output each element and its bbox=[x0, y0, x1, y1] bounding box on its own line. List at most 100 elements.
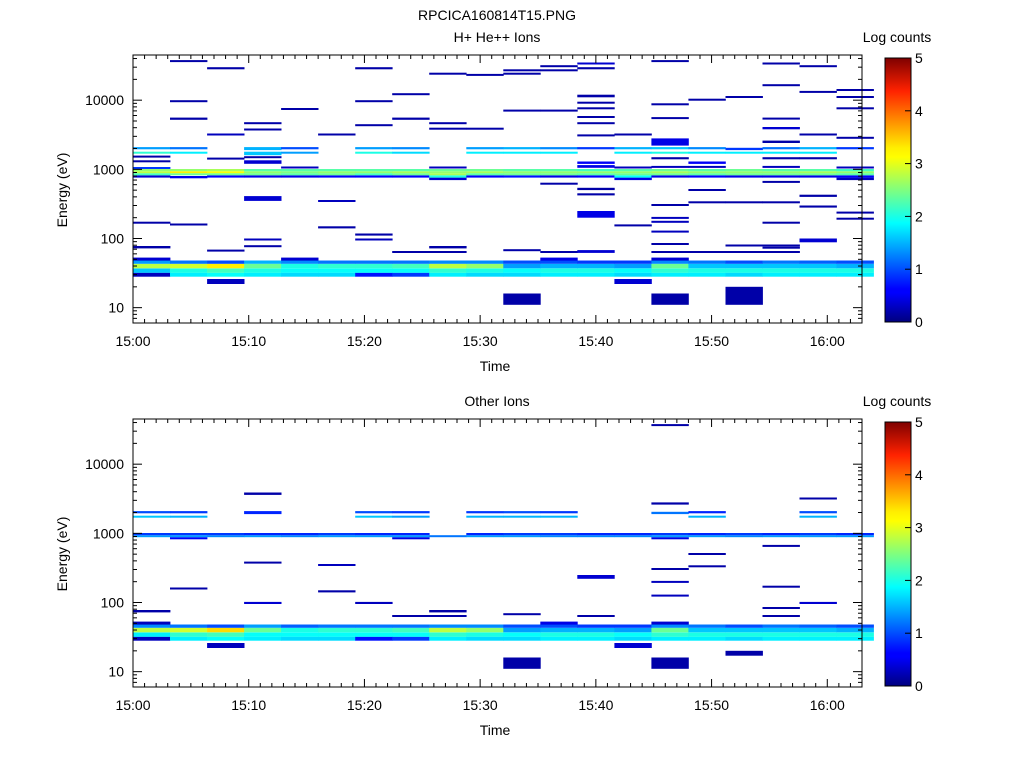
heatmap-cell bbox=[466, 171, 504, 174]
heatmap-cell bbox=[281, 147, 319, 150]
heatmap-cell bbox=[466, 268, 504, 273]
heatmap-cell bbox=[318, 260, 356, 264]
heatmap-cell bbox=[318, 268, 356, 273]
heatmap-cell bbox=[651, 502, 689, 505]
heatmap-cell bbox=[466, 511, 504, 514]
heatmap-cell bbox=[133, 257, 171, 261]
heatmap-cell bbox=[429, 122, 467, 125]
heatmap-cell bbox=[577, 169, 615, 172]
heatmap-cell bbox=[281, 632, 319, 637]
heatmap-cell bbox=[688, 636, 726, 641]
heatmap-cell bbox=[725, 169, 763, 172]
heatmap-cell bbox=[429, 72, 467, 75]
heatmap-cell bbox=[836, 166, 874, 169]
heatmap-cell bbox=[799, 515, 837, 518]
heatmap-cell bbox=[651, 535, 689, 538]
colorbar-tick-label: 4 bbox=[915, 103, 923, 119]
heatmap-cell bbox=[577, 615, 615, 617]
heatmap-cell bbox=[799, 65, 837, 68]
heatmap-cell bbox=[836, 173, 874, 176]
heatmap-cell bbox=[355, 151, 393, 154]
heatmap-cell bbox=[170, 260, 208, 264]
heatmap-cell bbox=[651, 263, 689, 269]
heatmap-cell bbox=[170, 151, 208, 154]
heatmap-cell bbox=[762, 244, 800, 247]
heatmap-cell bbox=[133, 260, 171, 264]
colorbar-tick-label: 0 bbox=[915, 314, 923, 330]
heatmap-cell bbox=[725, 268, 763, 273]
heatmap-cell bbox=[540, 175, 578, 178]
heatmap-cell bbox=[503, 109, 541, 112]
x-tick-label: 15:10 bbox=[231, 697, 266, 713]
heatmap-cell bbox=[207, 260, 245, 264]
heatmap-cell bbox=[688, 533, 726, 536]
heatmap-cell bbox=[577, 134, 615, 137]
heatmap-cell bbox=[762, 263, 800, 269]
heatmap-cell bbox=[836, 177, 874, 181]
heatmap-cell bbox=[429, 127, 467, 130]
y-tick-label: 1000 bbox=[93, 161, 124, 177]
heatmap-cell bbox=[503, 249, 541, 252]
x-axis-label: Time bbox=[480, 358, 511, 374]
heatmap-cell bbox=[540, 511, 578, 514]
heatmap-cell bbox=[614, 627, 652, 633]
heatmap-cell bbox=[540, 627, 578, 633]
heatmap-cell bbox=[799, 151, 837, 154]
heatmap-cell bbox=[244, 128, 282, 131]
heatmap-cell bbox=[503, 151, 541, 154]
heatmap-cell bbox=[762, 272, 800, 277]
heatmap-cell bbox=[577, 624, 615, 628]
heatmap-cell bbox=[133, 221, 171, 224]
heatmap-cell bbox=[392, 627, 430, 633]
heatmap-cell bbox=[281, 636, 319, 641]
heatmap-cell bbox=[133, 621, 171, 625]
heatmap-cell bbox=[318, 590, 356, 593]
heatmap-cell bbox=[244, 511, 282, 515]
heatmap-cell bbox=[577, 107, 615, 110]
heatmap-cell bbox=[503, 632, 541, 637]
heatmap-cell bbox=[466, 173, 504, 176]
heatmap-cell bbox=[540, 636, 578, 641]
heatmap-cell bbox=[429, 166, 467, 169]
heatmap-cell bbox=[651, 424, 689, 427]
y-tick-label: 10 bbox=[108, 664, 124, 680]
heatmap-cell bbox=[540, 69, 578, 72]
heatmap-cell bbox=[799, 601, 837, 604]
heatmap-cell bbox=[577, 175, 615, 178]
heatmap-cell bbox=[799, 627, 837, 633]
heatmap-cell bbox=[170, 100, 208, 103]
x-tick-label: 15:30 bbox=[463, 333, 498, 349]
heatmap-cell bbox=[725, 260, 763, 264]
heatmap-cell bbox=[133, 533, 171, 536]
heatmap-cell bbox=[503, 272, 541, 277]
heatmap-cell bbox=[392, 515, 430, 518]
heatmap-cell bbox=[540, 151, 578, 154]
heatmap-cell bbox=[170, 627, 208, 633]
heatmap-cell bbox=[651, 568, 689, 570]
heatmap-cell bbox=[281, 166, 319, 169]
heatmap-cell bbox=[281, 169, 319, 172]
heatmap-cell bbox=[355, 175, 393, 178]
heatmap-cell bbox=[614, 533, 652, 536]
heatmap-cell bbox=[503, 624, 541, 628]
heatmap-cell bbox=[836, 107, 874, 110]
heatmap-cell bbox=[540, 621, 578, 625]
heatmap-cell bbox=[725, 175, 763, 178]
heatmap-cell bbox=[540, 260, 578, 264]
heatmap-cell bbox=[281, 624, 319, 628]
heatmap-cell bbox=[133, 636, 171, 641]
heatmap-cell bbox=[651, 117, 689, 120]
heatmap-cell bbox=[762, 260, 800, 264]
heatmap-cell bbox=[429, 627, 467, 633]
heatmap-cell bbox=[836, 272, 874, 277]
y-tick-label: 10000 bbox=[85, 92, 124, 108]
heatmap-cell bbox=[688, 251, 726, 253]
y-axis-ticks: 10 100 1000 10000 bbox=[85, 58, 862, 324]
heatmap-cell bbox=[429, 610, 467, 613]
y-tick-label: 100 bbox=[101, 594, 125, 610]
heatmap-cell bbox=[392, 171, 430, 174]
heatmap-cell bbox=[688, 173, 726, 176]
heatmap-cell bbox=[503, 173, 541, 176]
heatmap-cell bbox=[503, 171, 541, 174]
heatmap-cell bbox=[503, 69, 541, 72]
